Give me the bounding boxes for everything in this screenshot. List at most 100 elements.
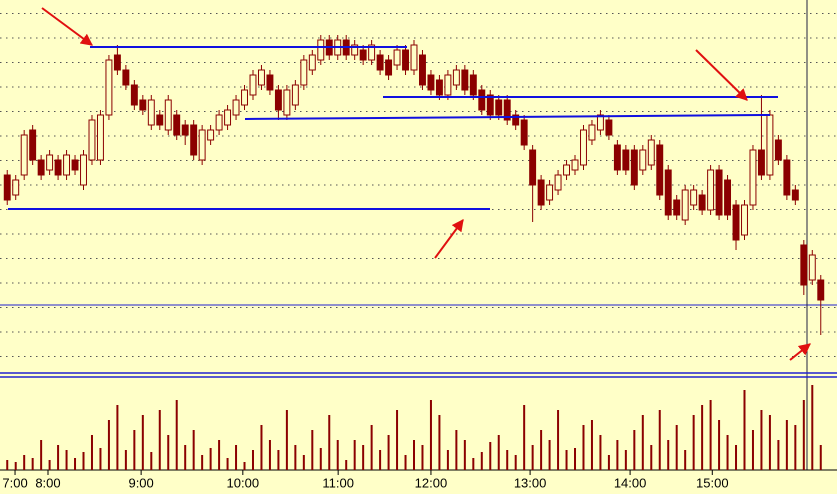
volume-bar <box>82 452 85 470</box>
volume-bar <box>319 448 322 470</box>
candle-body <box>741 204 748 236</box>
volume-bar <box>472 458 475 470</box>
candle-body <box>749 149 757 206</box>
candle-body <box>766 114 774 176</box>
volume-bar <box>218 440 221 470</box>
volume-bar <box>345 460 348 470</box>
candle-body <box>520 119 528 146</box>
volume-bar <box>150 452 153 470</box>
volume-bar <box>116 405 119 470</box>
volume-bar <box>396 410 399 470</box>
volume-bar <box>184 445 187 470</box>
candle-body <box>88 119 96 161</box>
candle-body <box>461 69 469 91</box>
candle-body <box>673 199 681 216</box>
volume-bar <box>141 415 144 470</box>
x-tick-label: 12:00 <box>415 475 448 490</box>
candle-body <box>580 129 587 166</box>
candle-body <box>427 74 435 91</box>
volume-bar <box>463 440 466 470</box>
volume-bar <box>794 425 797 470</box>
candle-body <box>495 99 503 116</box>
volume-bar <box>285 410 288 470</box>
candle-body <box>274 89 282 111</box>
volume-bar <box>709 400 712 470</box>
candle-body <box>681 189 689 221</box>
volume-bar <box>582 425 585 470</box>
x-tick-label: 11:00 <box>322 475 354 490</box>
volume-bar <box>506 450 509 470</box>
volume-bar <box>667 440 670 470</box>
volume-bar <box>404 455 407 470</box>
volume-bar <box>557 410 560 470</box>
volume-bar <box>751 430 754 470</box>
candle-body <box>283 89 291 116</box>
volume-bar <box>260 425 263 470</box>
volume-bar <box>531 445 534 470</box>
candle-body <box>664 169 672 216</box>
x-tick-label: 13:00 <box>514 475 547 490</box>
candle-body <box>698 194 706 211</box>
candle-body <box>147 99 155 126</box>
candle-body <box>707 169 715 211</box>
volume-bar <box>243 462 246 470</box>
candle-body <box>291 84 299 106</box>
volume-bar <box>226 458 229 470</box>
candle-body <box>537 179 545 206</box>
volume-bar <box>726 435 729 470</box>
candle-body <box>512 114 520 126</box>
volume-bar <box>607 455 610 470</box>
candle-body <box>46 154 54 171</box>
candle-body <box>3 174 11 201</box>
candle-body <box>368 44 376 61</box>
volume-bar <box>107 420 110 470</box>
candle-body <box>308 54 316 71</box>
candle-body <box>529 149 537 186</box>
candle-body <box>385 59 393 76</box>
volume-bar <box>718 420 721 470</box>
volume-bar <box>540 430 543 470</box>
candle-body <box>266 74 274 91</box>
volume-bar <box>480 452 483 470</box>
candle-body <box>554 174 562 191</box>
volume-bar <box>429 400 432 470</box>
volume-bar <box>328 415 331 470</box>
volume-bar <box>616 440 619 470</box>
volume-bar <box>413 440 415 470</box>
volume-bar <box>565 450 568 470</box>
volume-bar <box>641 415 644 470</box>
volume-bar <box>455 430 458 470</box>
volume-bar <box>514 455 517 470</box>
candle-body <box>139 99 147 111</box>
candle-body <box>130 84 138 106</box>
candle-body <box>800 244 808 286</box>
volume-bar <box>743 390 746 470</box>
candle-body <box>12 179 20 196</box>
volume-bar <box>735 445 738 470</box>
candle-body <box>113 54 121 71</box>
candle-body <box>198 129 206 161</box>
candle-body <box>20 134 28 176</box>
volume-bar <box>167 435 170 470</box>
candle-body <box>563 164 571 176</box>
volume-bar <box>31 458 34 470</box>
volume-bar <box>599 435 602 470</box>
volume-bar <box>692 415 695 470</box>
volume-bar <box>760 410 763 470</box>
candle-body <box>249 74 257 96</box>
volume-bar <box>574 448 577 470</box>
grid <box>0 0 837 370</box>
volume-bar <box>201 455 204 470</box>
volume-bar <box>379 450 382 470</box>
x-tick-label: 14:00 <box>614 475 647 490</box>
volume-bar <box>90 435 93 470</box>
candle-body <box>71 159 79 171</box>
candle-body <box>478 89 486 111</box>
candle-body <box>317 39 325 61</box>
volume-bar <box>277 450 280 470</box>
candle-body <box>300 59 308 86</box>
volume-bar <box>489 442 492 470</box>
arrows <box>41 7 811 361</box>
candle-body <box>54 159 62 176</box>
candle-body <box>783 159 791 196</box>
